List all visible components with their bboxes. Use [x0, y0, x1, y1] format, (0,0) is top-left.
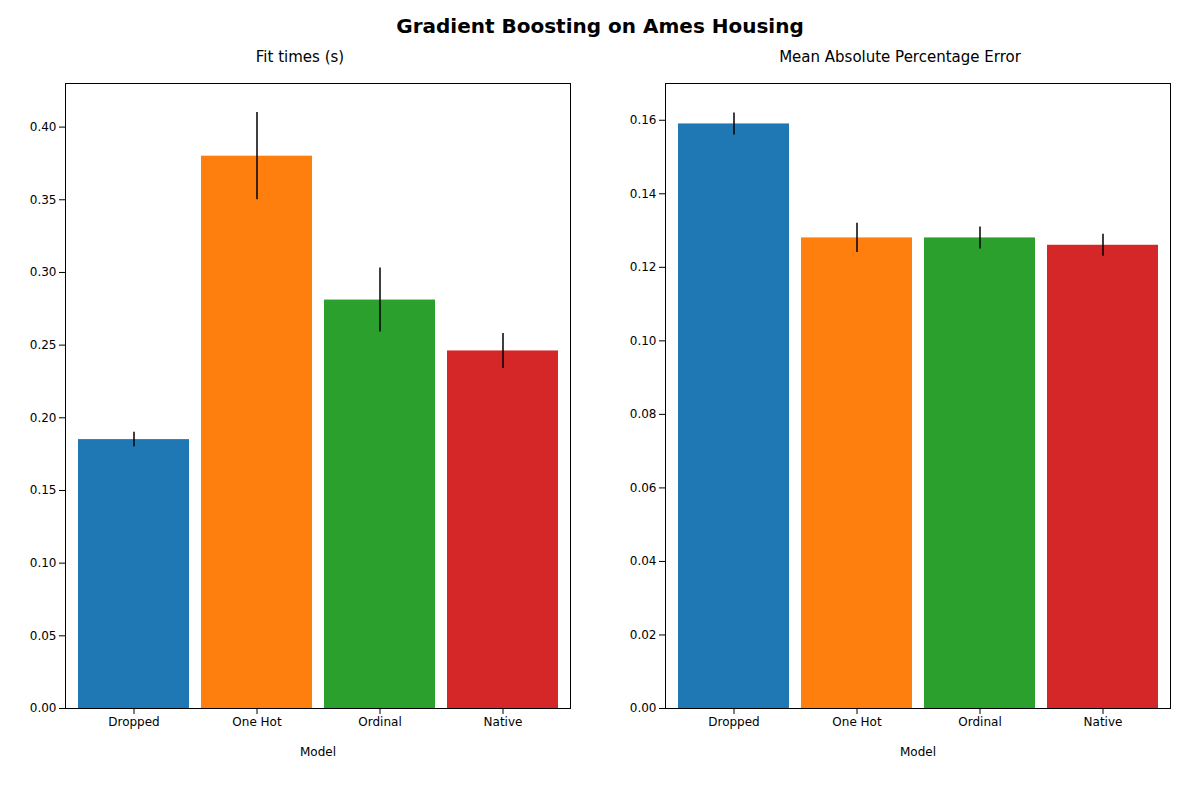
- svg-text:Native: Native: [484, 715, 523, 729]
- svg-text:0.25: 0.25: [30, 338, 57, 352]
- svg-text:0.02: 0.02: [630, 628, 657, 642]
- svg-text:Model: Model: [900, 745, 936, 759]
- svg-text:0.00: 0.00: [30, 701, 57, 715]
- svg-text:0.20: 0.20: [30, 411, 57, 425]
- svg-text:0.00: 0.00: [630, 701, 657, 715]
- svg-text:Dropped: Dropped: [108, 715, 160, 729]
- svg-text:0.40: 0.40: [30, 120, 57, 134]
- svg-text:0.16: 0.16: [630, 113, 657, 127]
- html-text:Gradient Boosting on Ames Hous: Gradient Boosting on Ames Housing: [396, 14, 804, 38]
- svg-text:0.06: 0.06: [630, 481, 657, 495]
- svg-text:0.15: 0.15: [30, 483, 57, 497]
- svg-text:One Hot: One Hot: [232, 715, 282, 729]
- svg-text:0.08: 0.08: [630, 407, 657, 421]
- svg-text:Ordinal: Ordinal: [358, 715, 401, 729]
- svg-text:0.10: 0.10: [630, 334, 657, 348]
- svg-text:Ordinal: Ordinal: [958, 715, 1001, 729]
- svg-text:One Hot: One Hot: [832, 715, 882, 729]
- html-text:Fit times (s): Fit times (s): [255, 48, 345, 66]
- svg-text:0.14: 0.14: [630, 187, 657, 201]
- svg-text:0.30: 0.30: [30, 265, 57, 279]
- svg-text:Native: Native: [1084, 715, 1123, 729]
- html-text:Mean Absolute Percentage Error: Mean Absolute Percentage Error: [779, 48, 1021, 66]
- svg-text:0.04: 0.04: [630, 554, 657, 568]
- svg-text:0.10: 0.10: [30, 556, 57, 570]
- svg-text:Model: Model: [300, 745, 336, 759]
- svg-text:Dropped: Dropped: [708, 715, 760, 729]
- svg-text:0.12: 0.12: [630, 260, 657, 274]
- svg-text:0.35: 0.35: [30, 193, 57, 207]
- svg-text:0.05: 0.05: [30, 629, 57, 643]
